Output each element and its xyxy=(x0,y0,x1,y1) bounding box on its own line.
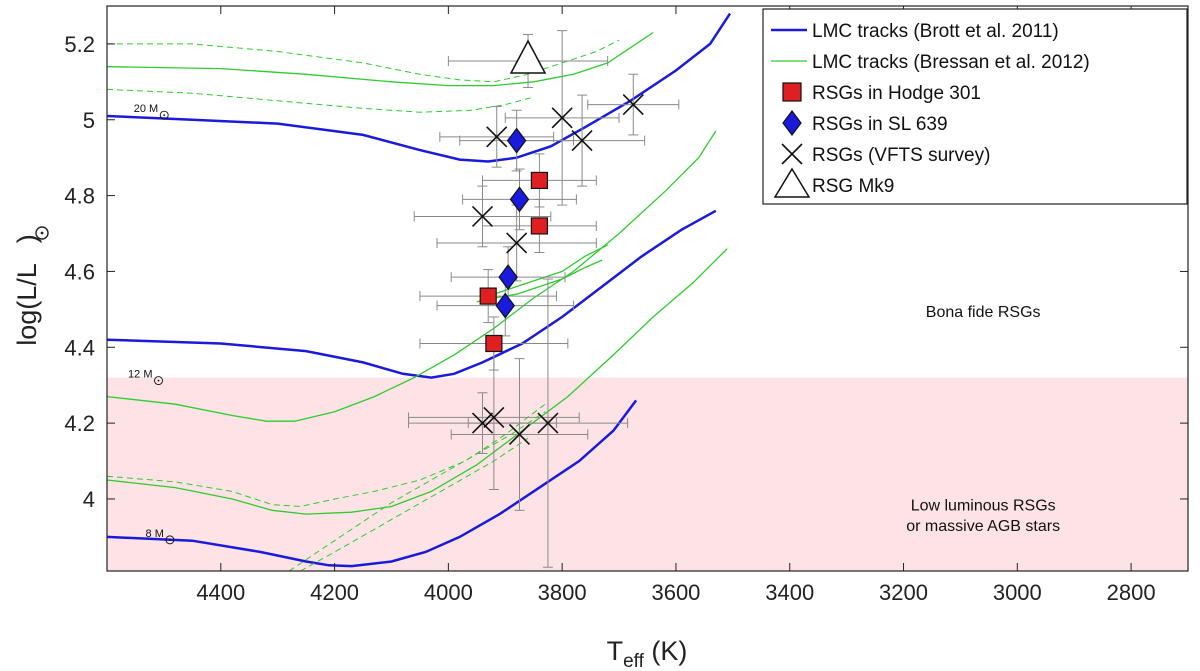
marker-x-0 xyxy=(486,126,508,148)
sun-symbol-dot xyxy=(40,231,44,235)
legend-entry-4: RSGs (VFTS survey) xyxy=(781,143,990,166)
legend-swatch-3 xyxy=(782,110,802,136)
x-tick-label-7: 3000 xyxy=(993,580,1042,605)
y-tick-label-3: 4.6 xyxy=(64,259,95,284)
y-axis-ticks: 4 4.2 4.4 4.6 4.8 5 5.2 xyxy=(64,32,1188,512)
y-tick-label-0: 4 xyxy=(83,487,95,512)
track-line-10 xyxy=(482,244,608,299)
marker-x-3 xyxy=(622,94,644,116)
track-line-2 xyxy=(106,399,638,568)
marker-x-7 xyxy=(483,406,505,428)
legend-label-3: RSGs in SL 639 xyxy=(812,114,948,135)
marker-triangle-0 xyxy=(509,39,547,74)
marker-square-2 xyxy=(479,287,497,305)
x-axis-ticks: 4400 4200 4000 3800 3600 3400 3200 3000 2800 xyxy=(196,6,1156,605)
y-tick-label-4: 4.8 xyxy=(64,184,95,209)
legend-label-0: LMC tracks (Brott et al. 2011) xyxy=(812,21,1059,42)
track-line-11 xyxy=(288,411,546,572)
marker-x-4 xyxy=(471,205,494,228)
x-tick-label-4: 3600 xyxy=(651,580,700,605)
mass-sun-dot-2 xyxy=(168,538,171,541)
marker-square-0 xyxy=(530,171,549,190)
marker-diamond-3 xyxy=(495,292,516,319)
x-axis-label-unit: (K) xyxy=(644,636,688,666)
legend-entry-1: LMC tracks (Bressan et al. 2012) xyxy=(771,52,1090,73)
y-axis-label-close: ) xyxy=(12,234,42,243)
legend-entry-5: RSG Mk9 xyxy=(773,167,894,198)
marker-x-2 xyxy=(571,130,593,152)
x-axis-label: Teff (K) xyxy=(607,636,688,671)
marker-diamond-0 xyxy=(506,127,527,154)
marker-x-1 xyxy=(551,107,573,129)
x-axis-label-main: T xyxy=(607,636,624,666)
marker-square-3 xyxy=(485,334,503,353)
x-tick-label-6: 3200 xyxy=(879,580,928,605)
legend-box xyxy=(762,8,1188,205)
legend-label-1: LMC tracks (Bressan et al. 2012) xyxy=(812,52,1090,73)
marker-x-6 xyxy=(471,412,494,434)
y-axis-label: log(L/L) xyxy=(12,226,49,346)
x-tick-label-0: 4400 xyxy=(196,580,245,605)
mass-label-8-text: 8 M xyxy=(146,528,164,540)
mass-label-12: 12 M xyxy=(128,369,163,386)
track-line-1 xyxy=(106,209,717,379)
marker-diamond-1 xyxy=(509,186,530,213)
track-line-4 xyxy=(107,39,620,83)
mass-label-8: 8 M xyxy=(146,528,175,545)
legend-swatch-4 xyxy=(781,143,803,165)
mass-sun-symbol-2 xyxy=(165,535,175,545)
star-markers xyxy=(471,39,644,446)
track-line-0 xyxy=(106,12,732,163)
mass-sun-dot-0 xyxy=(163,114,166,117)
legend-swatch-2 xyxy=(782,82,802,102)
mass-label-20: 20 M xyxy=(134,103,169,120)
annotation-low-luminous: Low luminous RSGs xyxy=(911,497,1056,514)
evolutionary-tracks xyxy=(106,12,732,572)
y-tick-label-6: 5.2 xyxy=(64,32,95,57)
marker-diamond-2 xyxy=(498,264,518,291)
marker-square-1 xyxy=(530,217,549,235)
sun-symbol xyxy=(35,226,49,240)
mass-label-12-text: 12 M xyxy=(128,369,152,381)
legend-swatch-5 xyxy=(773,167,811,198)
x-axis-label-sub: eff xyxy=(623,651,645,671)
annotation-bona-fide: Bona fide RSGs xyxy=(926,304,1041,321)
track-line-6 xyxy=(106,130,717,422)
y-tick-label-5: 5 xyxy=(83,108,95,133)
track-line-7 xyxy=(106,248,728,515)
plot-frame xyxy=(106,5,1189,572)
track-line-8 xyxy=(106,403,546,508)
y-tick-label-2: 4.4 xyxy=(64,335,95,360)
track-line-5 xyxy=(106,88,534,113)
x-tick-label-3: 3800 xyxy=(538,580,587,605)
mass-label-20-text: 20 M xyxy=(134,103,158,115)
mass-sun-symbol-1 xyxy=(154,376,163,386)
low-luminosity-region xyxy=(107,377,1188,571)
mass-sun-dot-1 xyxy=(157,379,160,382)
y-tick-label-1: 4.2 xyxy=(64,411,95,436)
mass-sun-symbol-0 xyxy=(159,110,169,120)
track-line-3 xyxy=(106,31,654,87)
svg-text:log(L/L): log(L/L) xyxy=(12,234,42,346)
x-tick-label-5: 3400 xyxy=(765,580,814,605)
marker-x-8 xyxy=(508,423,531,446)
marker-x-5 xyxy=(506,232,528,254)
marker-x-9 xyxy=(537,412,559,434)
legend-label-4: RSGs (VFTS survey) xyxy=(812,145,990,166)
x-tick-label-8: 2800 xyxy=(1107,580,1156,605)
legend-entry-0: LMC tracks (Brott et al. 2011) xyxy=(771,21,1059,42)
y-axis-label-text: log(L/L xyxy=(12,263,42,346)
legend-entry-3: RSGs in SL 639 xyxy=(782,110,948,136)
annotation-agb: or massive AGB stars xyxy=(906,518,1060,535)
legend-label-2: RSGs in Hodge 301 xyxy=(812,83,981,104)
legend-label-5: RSG Mk9 xyxy=(812,176,894,197)
x-tick-label-1: 4200 xyxy=(310,580,359,605)
x-tick-label-2: 4000 xyxy=(424,580,473,605)
legend-entry-2: RSGs in Hodge 301 xyxy=(782,82,981,104)
legend: LMC tracks (Brott et al. 2011) LMC tracks… xyxy=(762,8,1188,205)
